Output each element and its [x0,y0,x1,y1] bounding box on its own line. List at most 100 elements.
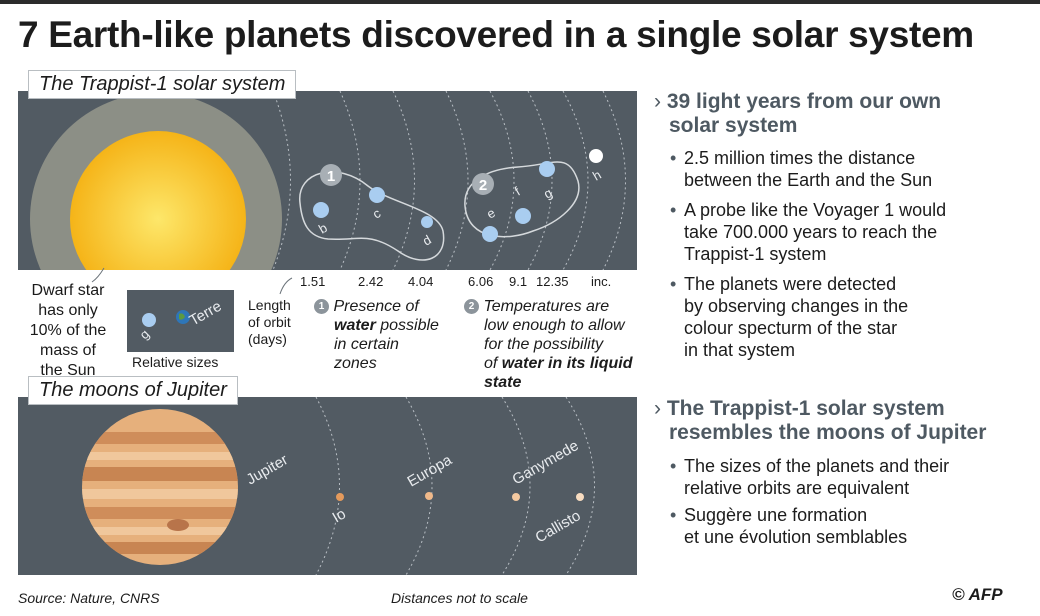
bullet-dot-icon: • [670,200,677,220]
note-2-text: for the possibility [484,336,604,353]
note-1-text: water [334,317,376,334]
zone-1-badge-text: 1 [327,168,335,185]
zone-2-outline [464,161,580,238]
trappist-diagram: 1 2 b c d e f g h [30,91,626,270]
jupiter-label: Jupiter [244,451,291,488]
note-2-text: water in its liquid [501,355,633,372]
moon-europa [425,492,433,500]
planet-e [482,226,498,242]
bullet-similar-formation: • Suggère une formation et une évolution… [670,504,1024,548]
earth-label: Terre [187,298,225,330]
jupiter-panel: Jupiter Io Europa Ganymede Callisto [18,397,637,575]
orbit-length-label: Length of orbit (days) [248,297,291,348]
zone-2-badge [472,173,494,195]
bullet-distance-earth-sun: • 2.5 million times the distance between… [670,147,1024,191]
trappist-panel: 1 2 b c d e f g h [18,91,637,270]
orbit-days-g: 12.35 [536,274,569,289]
note-2-text: Temperatures are [483,298,610,315]
planet-label-f: f [512,184,523,199]
moon-orbit-lines [315,397,595,575]
planet-label-d: d [420,232,434,249]
star-caption-line: has only [38,302,98,319]
chevron-right-icon: › [654,397,661,420]
orbit-lines [272,91,626,270]
star-caption: Dwarf star has only 10% of the mass of t… [20,281,116,381]
trappist-tag: The Trappist-1 solar system [28,70,297,99]
note-1-text: Presence of [333,298,419,315]
afp-logo: © AFP [952,585,1003,604]
bullet-dot-icon: • [670,456,677,476]
bullet-dot-icon: • [670,274,677,294]
bullet-voyager: • A probe like the Voyager 1 would take … [670,199,1024,265]
moon-io [336,493,344,501]
bullet-dot-icon: • [670,505,677,525]
bullet-dot-icon: • [670,148,677,168]
orbit-length-line: (days) [248,331,287,347]
note-2-text: low enough to allow [484,317,625,334]
jupiter-diagram: Jupiter Io Europa Ganymede Callisto [82,397,595,575]
planet-h [589,149,603,163]
bullet-line: Suggère une formation [684,505,868,525]
source-credit: Source: Nature, CNRS [18,590,160,606]
europa-label: Europa [405,451,456,490]
orbit-days-d: 4.04 [408,274,434,289]
heading-distance-line: solar system [669,114,798,137]
bullet-equivalent-orbits: • The sizes of the planets and their rel… [670,455,1024,499]
planet-label-h: h [590,167,604,184]
planet-f [515,208,531,224]
orbit-days-c: 2.42 [358,274,384,289]
star-pointer [91,267,105,283]
relative-planet-label: g [137,326,153,342]
bullet-line: et une évolution semblables [684,527,908,547]
note-water-zones: 1 Presence of water possible in certain … [314,297,439,373]
callisto-label: Callisto [533,507,584,546]
dwarf-star [70,131,246,270]
orbit-length-line: Length [248,297,291,313]
relative-sizes-caption: Relative sizes [132,354,219,370]
note-1-text: possible [375,317,439,334]
star-caption-line: mass of [39,342,96,359]
bullet-line: between the Earth and the Sun [684,170,933,190]
top-rule [0,0,1040,4]
note-1-text: zones [334,355,377,372]
jupiter-planet [82,409,238,565]
bullet-line: take 700.000 years to reach the [684,222,938,242]
planet-label-e: e [484,205,498,222]
star-caption-line: the Sun [40,362,96,379]
ganymede-label: Ganymede [510,437,582,488]
planet-b [313,202,329,218]
note-1-text: in certain [334,336,399,353]
heading-resemblance: › The Trappist-1 solar system resembles … [654,397,986,445]
bullet-line: The planets were detected [684,274,897,294]
orbit-pointer [279,277,293,295]
star-caption-line: Dwarf star [31,282,105,299]
moon-callisto [576,493,584,501]
scale-note: Distances not to scale [391,590,528,606]
planet-label-c: c [370,205,384,221]
note-liquid-water: 2 Temperatures are low enough to allow f… [464,297,632,392]
note-2-text: state [484,374,522,391]
note-2-badge: 2 [464,299,479,314]
relative-planet-g [142,313,156,327]
planet-g [539,161,555,177]
planet-label-g: g [541,185,555,202]
orbit-days-h: inc. [591,274,612,289]
planet-d [421,216,433,228]
note-2-text: of [484,355,502,372]
moon-ganymede [512,493,520,501]
relative-sizes-box: g Terre [127,290,234,352]
orbit-days-e: 6.06 [468,274,494,289]
io-label: Io [330,505,349,526]
planet-c [369,187,385,203]
bullet-line: The sizes of the planets and their [684,456,950,476]
orbit-days-b: 1.51 [300,274,326,289]
page-title: 7 Earth-like planets discovered in a sin… [18,14,974,55]
orbit-length-line: of orbit [248,314,291,330]
bullet-line: in that system [684,340,796,360]
heading-distance: › 39 light years from our own solar syst… [654,90,941,138]
bullet-line: A probe like the Voyager 1 would [684,200,947,220]
heading-resemblance-line: resembles the moons of Jupiter [669,421,987,444]
bullet-line: relative orbits are equivalent [684,478,910,498]
bullet-line: Trappist-1 system [684,244,827,264]
note-1-badge: 1 [314,299,329,314]
